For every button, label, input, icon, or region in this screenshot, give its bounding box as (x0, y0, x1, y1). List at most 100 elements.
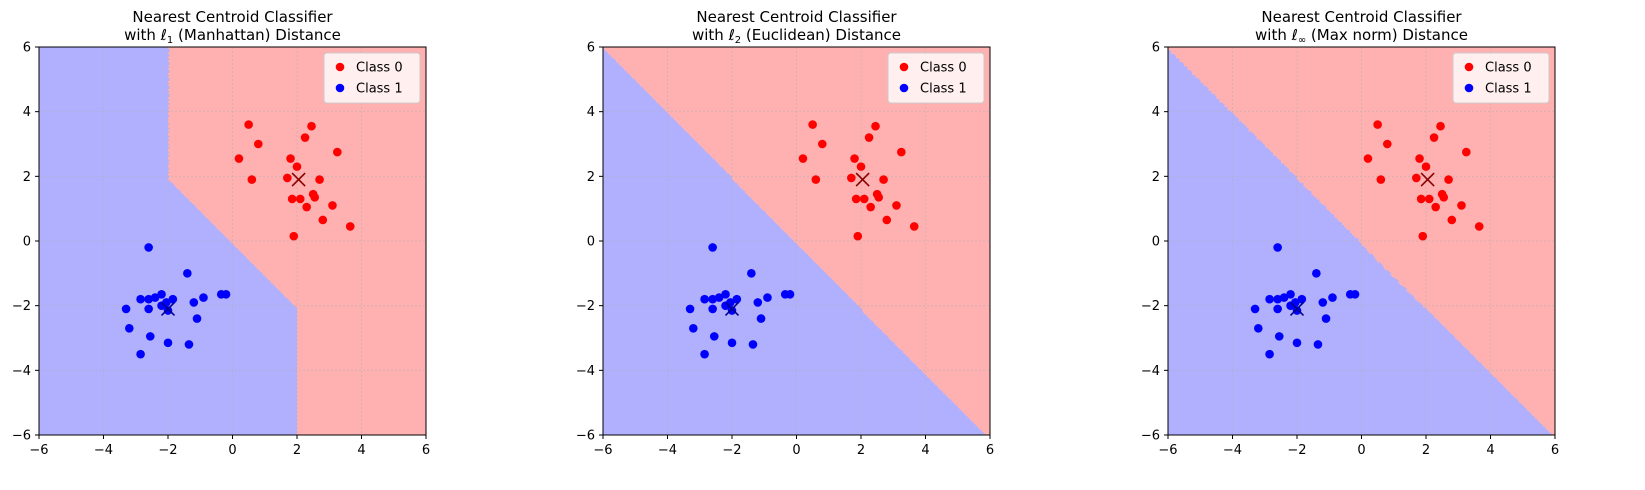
y-tick-label: −4 (1141, 364, 1160, 379)
point-class-1 (785, 290, 795, 299)
data-points (685, 120, 919, 359)
y-tick-label: 6 (1152, 41, 1160, 56)
legend-label-class-0: Class 0 (920, 61, 967, 76)
point-class-1 (144, 243, 153, 252)
point-class-0 (1447, 215, 1457, 225)
point-class-0 (850, 154, 859, 163)
y-tick-label: 4 (1152, 105, 1160, 120)
point-class-1 (709, 332, 719, 341)
y-tick-label: −2 (1141, 299, 1160, 314)
point-class-1 (700, 349, 709, 359)
y-tick-label: 2 (23, 170, 31, 185)
y-tick-label: −4 (576, 364, 595, 379)
y-tick-label: −6 (576, 429, 595, 444)
x-tick-label: −4 (1223, 443, 1242, 458)
point-class-0 (310, 193, 320, 202)
point-class-0 (1424, 194, 1434, 204)
point-class-0 (874, 193, 884, 202)
point-class-1 (163, 306, 173, 315)
x-tick-label: 6 (986, 443, 994, 458)
point-class-1 (1273, 304, 1282, 314)
title-subscript: 2 (735, 35, 741, 46)
point-class-1 (763, 293, 772, 302)
point-class-1 (1321, 314, 1331, 323)
point-class-0 (345, 222, 355, 231)
point-class-1 (145, 332, 155, 341)
y-tick-label: −6 (12, 429, 31, 444)
title-prefix: with ℓ (692, 26, 735, 44)
y-tick-label: 2 (587, 170, 595, 185)
point-class-0 (302, 202, 311, 212)
chart-title-line1: Nearest Centroid Classifier (132, 8, 333, 26)
legend-box (887, 52, 985, 104)
point-class-1 (163, 338, 173, 348)
point-class-1 (1265, 294, 1274, 304)
x-tick-label: 0 (792, 443, 800, 458)
point-class-1 (727, 306, 737, 315)
point-class-1 (144, 294, 153, 304)
point-class-0 (333, 147, 342, 157)
point-class-0 (1462, 147, 1471, 157)
point-class-0 (808, 120, 817, 129)
title-suffix: (Euclidean) Distance (741, 26, 901, 44)
point-class-1 (732, 294, 742, 304)
point-class-1 (708, 294, 717, 304)
point-class-0 (1444, 175, 1453, 184)
point-class-0 (882, 215, 892, 225)
point-class-0 (1373, 120, 1382, 129)
point-class-1 (700, 294, 709, 304)
point-class-0 (1376, 175, 1386, 184)
x-tick-label: 2 (293, 443, 301, 458)
title-subscript: 1 (167, 35, 173, 46)
point-class-1 (727, 338, 737, 348)
point-class-0 (853, 231, 863, 241)
x-tick-label: −6 (29, 443, 48, 458)
title-prefix: with ℓ (1255, 26, 1298, 44)
point-class-0 (879, 175, 888, 184)
x-tick-label: 6 (1551, 443, 1559, 458)
point-class-0 (897, 147, 906, 157)
centroid-class-0 (291, 172, 306, 187)
x-tick-label: 6 (422, 443, 430, 458)
centroid-class-1 (1289, 301, 1305, 316)
legend-marker-class-0 (1464, 62, 1474, 72)
point-class-0 (871, 121, 880, 131)
x-tick-label: −6 (593, 443, 612, 458)
y-tick-label: 6 (23, 41, 31, 56)
legend-marker-class-1 (899, 83, 909, 93)
x-tick-label: 2 (857, 443, 865, 458)
y-tick-label: −2 (12, 299, 31, 314)
point-class-1 (1313, 340, 1323, 349)
chart-title-line1: Nearest Centroid Classifier (696, 8, 897, 26)
point-class-1 (221, 290, 231, 299)
point-class-0 (1383, 139, 1392, 149)
y-tick-label: −2 (576, 299, 595, 314)
point-class-1 (1286, 290, 1295, 299)
centroid-class-1 (160, 301, 176, 316)
point-class-0 (244, 120, 253, 129)
point-class-0 (1457, 201, 1466, 210)
legend-label-class-0: Class 0 (356, 61, 403, 76)
point-class-1 (192, 314, 202, 323)
chart-panel-1: −6 −4 −2 0 2 4 6 −6 −4 −2 0 2 4 6 Nearest Centroid Cla… (576, 8, 994, 458)
legend: Class 0 Class 1 (1452, 52, 1550, 104)
point-class-0 (798, 154, 808, 163)
y-tick-label: 0 (1152, 235, 1160, 250)
centroid-stroke (1420, 172, 1435, 187)
point-class-0 (292, 162, 302, 171)
point-class-0 (1416, 194, 1426, 204)
point-class-0 (1429, 133, 1439, 142)
point-class-1 (1350, 290, 1360, 299)
point-class-1 (157, 290, 166, 299)
point-class-1 (144, 304, 153, 314)
chart-title-line2: with ℓ2 (Euclidean) Distance (692, 26, 901, 46)
legend-marker-class-1 (1464, 83, 1474, 93)
centroid-class-0 (1420, 172, 1435, 187)
legend-marker-class-0 (335, 62, 345, 72)
y-tick-label: −6 (1141, 429, 1160, 444)
chart-title-line2: with ℓ∞ (Max norm) Distance (1255, 26, 1468, 46)
y-tick-label: 4 (587, 105, 595, 120)
point-class-0 (892, 201, 901, 210)
point-class-1 (1273, 294, 1282, 304)
